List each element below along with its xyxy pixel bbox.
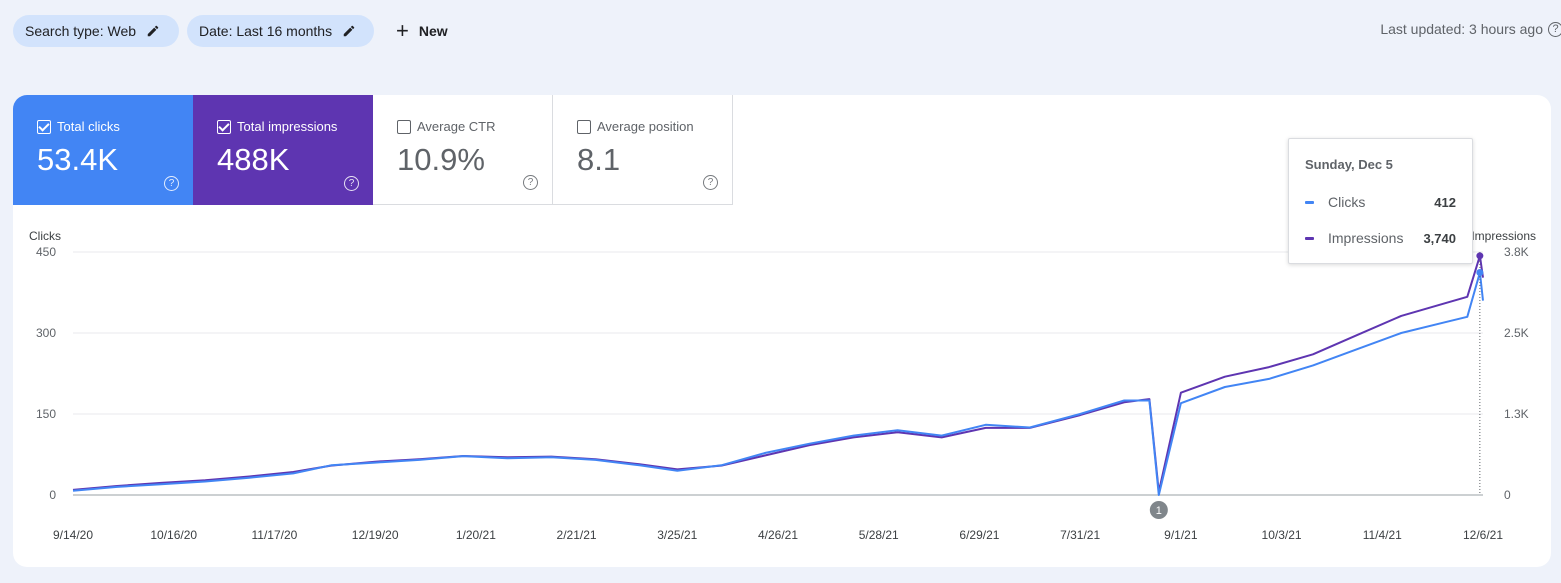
performance-card: 0 150 300 450 0 1.3K 2.5K 3.8K Clicks Impressions…: [13, 95, 1551, 567]
annotation-marker-label: 1: [1156, 505, 1162, 517]
checkbox-unchecked-icon[interactable]: [577, 119, 591, 134]
series-line-impressions: [72, 254, 1484, 493]
right-tick-label: 1.3K: [1504, 407, 1529, 421]
right-tick-label: 0: [1504, 488, 1511, 502]
metric-average-position[interactable]: Average position 8.1 ?: [553, 95, 733, 205]
help-icon[interactable]: ?: [344, 176, 359, 191]
x-tick-label: 12/19/20: [352, 528, 399, 542]
new-filter-button[interactable]: + New: [388, 15, 456, 47]
help-icon[interactable]: ?: [164, 176, 179, 191]
tooltip-row-impressions: Impressions 3,740: [1305, 228, 1456, 248]
metric-value: 10.9%: [397, 142, 485, 177]
x-tick-label: 2/21/21: [557, 528, 597, 542]
metric-label: Average CTR: [417, 119, 496, 134]
hover-point-impressions: [1476, 252, 1484, 260]
metric-total-impressions[interactable]: Total impressions 488K ?: [193, 95, 373, 205]
right-tick-label: 3.8K: [1504, 245, 1529, 259]
annotation-marker: [1149, 501, 1168, 519]
plus-icon: +: [396, 18, 409, 43]
x-tick-label: 7/31/21: [1060, 528, 1100, 542]
metric-label: Total impressions: [237, 119, 338, 134]
chart-tooltip: Sunday, Dec 5 Clicks 412 Impressions 3,7…: [1288, 138, 1473, 264]
x-tick-label: 10/16/20: [150, 528, 197, 542]
tooltip-row-value: 412: [1434, 194, 1456, 210]
x-tick-label: 12/6/21: [1463, 528, 1503, 542]
checkbox-unchecked-icon[interactable]: [397, 119, 411, 134]
left-tick-label: 0: [49, 488, 56, 502]
x-tick-label: 1/20/21: [456, 528, 496, 542]
left-axis-label: Clicks: [29, 229, 61, 243]
last-updated-status: Last updated: 3 hours ago ?: [1380, 21, 1561, 37]
search-type-filter-label: Search type: Web: [25, 23, 137, 39]
metric-label: Average position: [597, 119, 694, 134]
left-tick-label: 150: [36, 407, 56, 421]
tooltip-date: Sunday, Dec 5: [1305, 157, 1393, 172]
clicks-legend-swatch: [1305, 200, 1314, 204]
x-tick-label: 4/26/21: [758, 528, 798, 542]
metric-label: Total clicks: [57, 119, 120, 134]
tooltip-row-clicks: Clicks 412: [1305, 192, 1456, 212]
edit-pencil-icon: [343, 25, 355, 37]
impressions-legend-swatch: [1305, 236, 1314, 240]
metric-average-ctr[interactable]: Average CTR 10.9% ?: [373, 95, 553, 205]
hover-point-clicks: [1476, 269, 1484, 277]
performance-chart[interactable]: 0 150 300 450 0 1.3K 2.5K 3.8K Clicks Impressions…: [13, 95, 1551, 567]
x-tick-label: 6/29/21: [959, 528, 999, 542]
checkbox-checked-icon[interactable]: [37, 119, 51, 134]
date-filter-label: Date: Last 16 months: [199, 23, 333, 39]
metric-total-clicks[interactable]: Total clicks 53.4K ?: [13, 95, 193, 205]
last-updated-text: Last updated: 3 hours ago: [1380, 21, 1543, 37]
left-tick-label: 300: [36, 326, 56, 340]
help-icon[interactable]: ?: [703, 175, 718, 190]
edit-pencil-icon: [147, 25, 159, 37]
x-tick-label: 9/1/21: [1164, 528, 1198, 542]
tooltip-row-name: Impressions: [1328, 230, 1404, 246]
new-filter-label: New: [418, 23, 448, 39]
metric-value: 488K: [217, 142, 290, 177]
x-tick-label: 10/3/21: [1262, 528, 1302, 542]
date-filter-chip[interactable]: Date: Last 16 months: [187, 15, 374, 47]
x-tick-label: 9/14/20: [53, 528, 93, 542]
x-tick-label: 11/17/20: [252, 528, 298, 542]
x-tick-label: 5/28/21: [859, 528, 899, 542]
tooltip-row-name: Clicks: [1328, 194, 1366, 210]
right-tick-label: 2.5K: [1504, 326, 1529, 340]
series-line-clicks: [72, 271, 1484, 496]
metric-value: 8.1: [577, 142, 621, 177]
x-tick-label: 3/25/21: [657, 528, 697, 542]
help-icon[interactable]: ?: [1548, 21, 1561, 37]
help-icon[interactable]: ?: [523, 175, 538, 190]
checkbox-checked-icon[interactable]: [217, 119, 231, 134]
tooltip-row-value: 3,740: [1423, 230, 1456, 246]
left-tick-label: 450: [36, 245, 56, 259]
metric-value: 53.4K: [37, 142, 119, 177]
search-type-filter-chip[interactable]: Search type: Web: [13, 15, 179, 47]
x-tick-label: 11/4/21: [1363, 528, 1402, 542]
right-axis-label: Impressions: [1471, 229, 1536, 243]
